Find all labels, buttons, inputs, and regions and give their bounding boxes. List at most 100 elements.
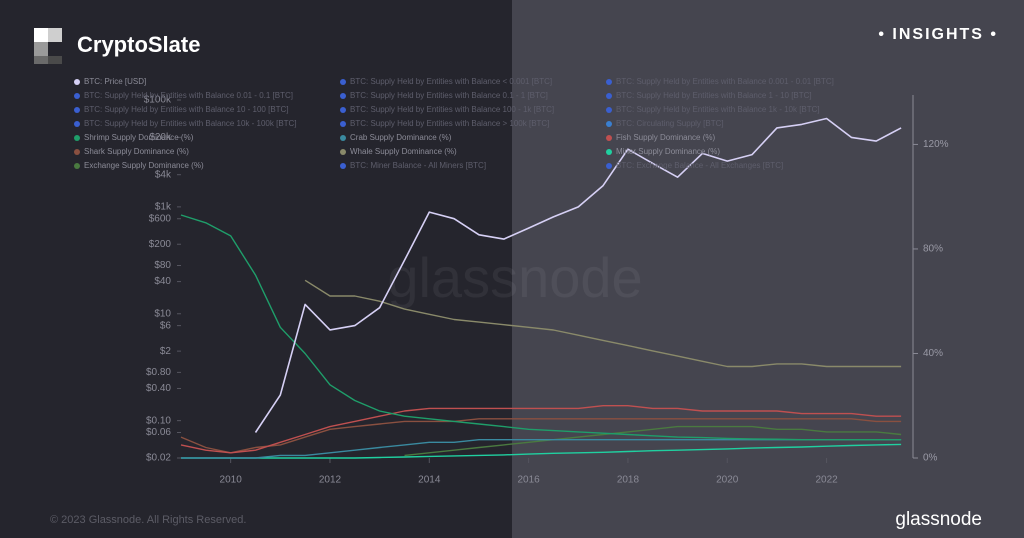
series-line (404, 425, 902, 457)
y2-tick-label: 80% (923, 244, 943, 255)
legend-swatch (340, 149, 346, 155)
y-tick-label: $10 (154, 308, 171, 319)
legend-swatch (606, 135, 612, 141)
legend-label: Fish Supply Dominance (%) (616, 133, 715, 142)
x-tick-label: 2022 (815, 475, 838, 486)
legend-entry: Shark Supply Dominance (%) (74, 147, 189, 156)
legend-swatch (340, 79, 346, 85)
y-tick-label: $100k (144, 95, 172, 106)
x-tick-label: 2014 (418, 475, 441, 486)
copyright: © 2023 Glassnode. All Rights Reserved. (50, 514, 246, 526)
footer-logo: glassnode (895, 509, 982, 530)
y-tick-label: $20k (149, 132, 172, 143)
series-line (304, 279, 902, 368)
x-tick-label: 2012 (319, 475, 342, 486)
legend-label: BTC: Price [USD] (84, 77, 146, 86)
series-line (180, 418, 902, 454)
legend-swatch (340, 107, 346, 113)
legend-swatch (606, 93, 612, 99)
legend-label: BTC: Supply Held by Entities with Balanc… (616, 91, 812, 100)
brand-name: CryptoSlate (77, 32, 200, 57)
legend-label: BTC: Miner Balance - All Miners [BTC] (350, 161, 486, 170)
legend-label: Crab Supply Dominance (%) (350, 133, 452, 142)
legend-entry: BTC: Miner Balance - All Miners [BTC] (340, 161, 486, 170)
legend-entry: BTC: Price [USD] (74, 77, 146, 86)
legend-label: Miner Supply Dominance (%) (616, 147, 720, 156)
legend-entry: BTC: Exchange Balance - All Exchanges [B… (606, 161, 783, 170)
y-tick-label: $0.10 (146, 415, 171, 426)
legend-entry: BTC: Supply Held by Entities with Balanc… (340, 77, 552, 86)
series-line (180, 214, 902, 441)
legend-swatch (74, 79, 80, 85)
series-line (254, 117, 902, 433)
legend-swatch (606, 107, 612, 113)
x-tick-label: 2010 (220, 475, 243, 486)
legend-swatch (340, 163, 346, 169)
legend-label: BTC: Supply Held by Entities with Balanc… (84, 91, 293, 100)
legend-entry: Exchange Supply Dominance (%) (74, 161, 204, 170)
legend-entry: BTC: Supply Held by Entities with Balanc… (74, 119, 297, 128)
legend-entry: BTC: Supply Held by Entities with Balanc… (340, 105, 554, 114)
legend-swatch (340, 93, 346, 99)
y2-tick-label: 0% (923, 453, 938, 464)
legend-label: BTC: Supply Held by Entities with Balanc… (350, 91, 548, 100)
legend-swatch (340, 135, 346, 141)
legend-swatch (606, 163, 612, 169)
legend-swatch (74, 93, 80, 99)
legend-label: Whale Supply Dominance (%) (350, 147, 457, 156)
legend-swatch (606, 121, 612, 127)
legend-entry: Miner Supply Dominance (%) (606, 147, 720, 156)
legend-swatch (606, 79, 612, 85)
legend-swatch (340, 121, 346, 127)
watermark: glassnode (387, 246, 642, 309)
y-tick-label: $6 (160, 320, 172, 331)
legend-label: Shark Supply Dominance (%) (84, 147, 189, 156)
y-tick-label: $2 (160, 346, 172, 357)
legend-entry: Whale Supply Dominance (%) (340, 147, 457, 156)
legend-entry: BTC: Circulating Supply [BTC] (606, 119, 724, 128)
legend-entry: Fish Supply Dominance (%) (606, 133, 715, 142)
y-tick-label: $0.80 (146, 367, 171, 378)
legend-label: Exchange Supply Dominance (%) (84, 161, 204, 170)
y2-tick-label: 120% (923, 139, 949, 150)
x-tick-label: 2018 (617, 475, 640, 486)
brand-logo (34, 28, 62, 64)
legend-label: BTC: Exchange Balance - All Exchanges [B… (616, 161, 783, 170)
legend-swatch (74, 135, 80, 141)
left-panel (0, 0, 512, 538)
y-tick-label: $0.02 (146, 453, 171, 464)
legend-entry: BTC: Supply Held by Entities with Balanc… (606, 91, 812, 100)
y-tick-label: $200 (149, 239, 172, 250)
legend-entry: BTC: Supply Held by Entities with Balanc… (340, 119, 549, 128)
x-tick-label: 2020 (716, 475, 739, 486)
y-tick-label: $40 (154, 276, 171, 287)
y-tick-label: $1k (155, 202, 172, 213)
x-tick-label: 2016 (517, 475, 540, 486)
y-tick-label: $0.06 (146, 427, 171, 438)
legend-entry: BTC: Supply Held by Entities with Balanc… (340, 91, 548, 100)
legend-swatch (74, 121, 80, 127)
legend-label: BTC: Supply Held by Entities with Balanc… (350, 105, 554, 114)
legend-entry: Shrimp Supply Dominance (%) (74, 133, 194, 142)
series-line (180, 405, 902, 454)
plot: $0.02 $0.06$0.10 $0.40 $0.80 $2 $6$10 $40 $80 $2… (144, 95, 949, 486)
legend-label: BTC: Supply Held by Entities with Balanc… (84, 105, 289, 114)
legend-entry: BTC: Supply Held by Entities with Balanc… (606, 77, 834, 86)
legend-entry: BTC: Supply Held by Entities with Balanc… (74, 105, 289, 114)
y-tick-label: $4k (155, 169, 172, 180)
legend-swatch (74, 163, 80, 169)
legend-swatch (606, 149, 612, 155)
y-tick-label: $600 (149, 213, 172, 224)
legend-label: BTC: Circulating Supply [BTC] (616, 119, 724, 128)
legend-label: BTC: Supply Held by Entities with Balanc… (350, 119, 549, 128)
series-line (181, 443, 902, 459)
legend-label: BTC: Supply Held by Entities with Balanc… (84, 119, 297, 128)
y2-tick-label: 40% (923, 348, 943, 359)
legend-entry: Crab Supply Dominance (%) (340, 133, 452, 142)
legend-entry: BTC: Supply Held by Entities with Balanc… (74, 91, 293, 100)
legend-entry: BTC: Supply Held by Entities with Balanc… (606, 105, 820, 114)
legend-label: BTC: Supply Held by Entities with Balanc… (616, 77, 834, 86)
insights-badge: • INSIGHTS • (878, 26, 998, 43)
